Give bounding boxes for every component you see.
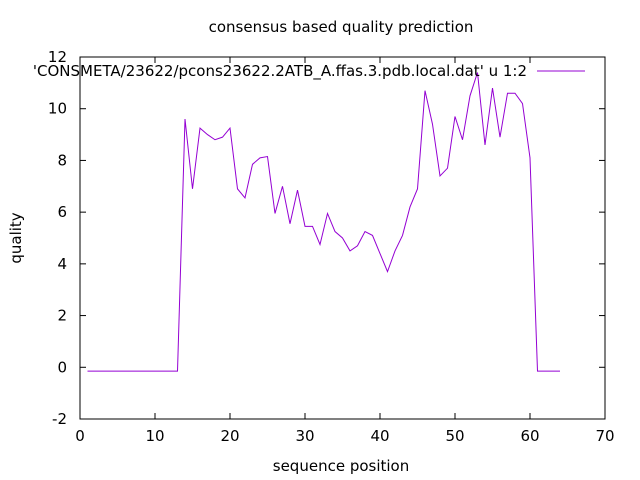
- x-tick-label: 50: [445, 427, 464, 445]
- y-tick-label: 10: [48, 100, 67, 118]
- y-tick-label: 6: [57, 203, 67, 221]
- x-tick-label: 30: [295, 427, 314, 445]
- x-tick-label: 40: [370, 427, 389, 445]
- y-axis-label: quality: [7, 212, 25, 263]
- legend: 'CONSMETA/23622/pcons23622.2ATB_A.ffas.3…: [33, 62, 585, 81]
- plot-frame: [79, 56, 606, 420]
- x-tick-label: 60: [520, 427, 539, 445]
- y-tick-label: 8: [57, 151, 67, 169]
- x-tick-label: 70: [595, 427, 614, 445]
- legend-label: 'CONSMETA/23622/pcons23622.2ATB_A.ffas.3…: [33, 62, 527, 81]
- x-tick-label: 20: [220, 427, 239, 445]
- y-tick-label: 2: [57, 307, 67, 325]
- x-axis-label: sequence position: [273, 457, 409, 475]
- y-tick-label: 4: [57, 255, 67, 273]
- y-tick-label: 0: [57, 358, 67, 376]
- series-line: [87, 72, 560, 372]
- x-tick-label: 0: [75, 427, 85, 445]
- y-tick-label: 12: [48, 48, 67, 66]
- series-layer: [87, 72, 560, 372]
- axis-ticks: 0 10 20 30 40 50 60 70 -2 0 2 4 6 8 10 12: [48, 48, 615, 445]
- x-tick-label: 10: [145, 427, 164, 445]
- y-tick-label: -2: [52, 410, 67, 428]
- chart-title: consensus based quality prediction: [209, 18, 474, 36]
